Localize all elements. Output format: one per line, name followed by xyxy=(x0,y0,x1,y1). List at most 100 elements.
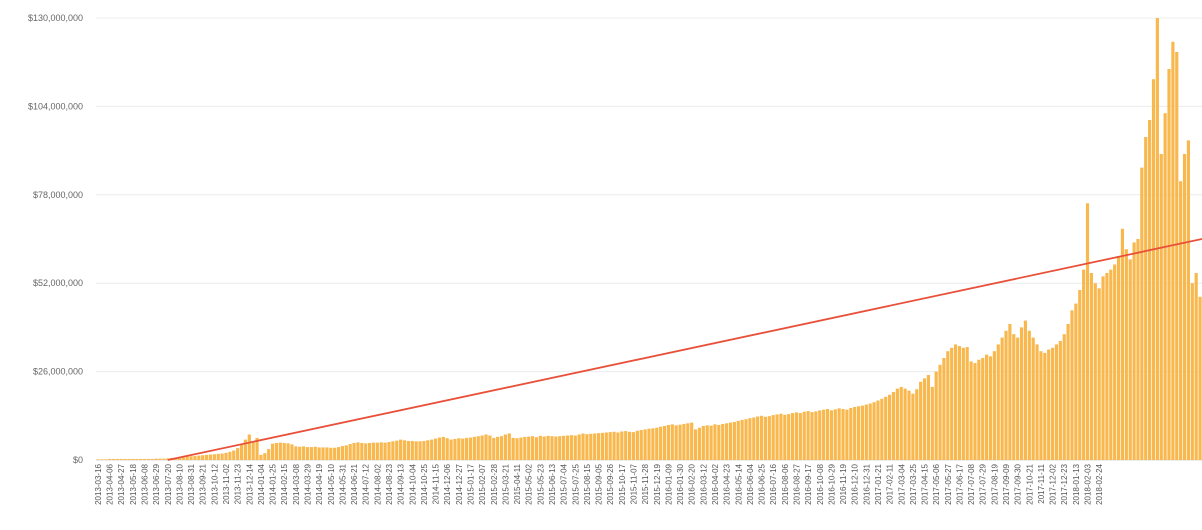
bar xyxy=(499,436,504,460)
bar xyxy=(926,375,930,460)
x-tick-label: 2013-11-02 xyxy=(222,463,231,504)
x-tick-label: 2015-01-17 xyxy=(466,463,475,504)
bar xyxy=(534,437,539,460)
bar xyxy=(104,459,108,460)
bar xyxy=(969,361,973,460)
bar xyxy=(756,416,760,460)
bar xyxy=(1070,310,1074,460)
bar xyxy=(957,346,962,460)
bar xyxy=(1012,334,1016,460)
bar xyxy=(309,447,313,460)
bar xyxy=(678,424,682,460)
bar xyxy=(814,411,818,460)
bar xyxy=(1023,320,1028,460)
bar xyxy=(798,413,802,460)
bar xyxy=(872,402,876,460)
bar xyxy=(810,412,814,460)
bar xyxy=(1109,269,1113,460)
bar xyxy=(375,442,379,460)
bar xyxy=(818,410,822,460)
x-tick-label: 2013-03-16 xyxy=(94,463,103,504)
bar xyxy=(379,442,383,460)
bar xyxy=(468,437,473,460)
bar xyxy=(1179,181,1183,460)
x-tick-label: 2013-04-06 xyxy=(106,463,115,504)
x-tick-label: 2013-05-18 xyxy=(129,463,138,504)
x-axis: 2013-03-16 2013-04-06 2013-04-27 2013-05-18… xyxy=(94,463,1104,504)
bar xyxy=(1182,154,1187,460)
bar xyxy=(399,439,403,460)
bar xyxy=(806,411,810,460)
x-tick-label: 2016-03-12 xyxy=(699,463,708,504)
bar xyxy=(981,358,985,460)
bar xyxy=(1144,137,1148,460)
bar xyxy=(511,437,515,460)
x-tick-label: 2018-02-03 xyxy=(1084,463,1093,504)
bar xyxy=(938,364,942,460)
bar xyxy=(1113,264,1117,460)
x-tick-label: 2013-08-31 xyxy=(187,463,196,504)
bar xyxy=(1105,273,1109,460)
bar xyxy=(888,394,892,460)
bar xyxy=(395,440,399,460)
x-tick-label: 2016-07-16 xyxy=(769,463,778,504)
bar xyxy=(732,421,736,460)
bar xyxy=(728,422,733,460)
bar xyxy=(1062,334,1066,460)
bar xyxy=(236,448,240,460)
x-tick-label: 2015-07-04 xyxy=(560,463,569,504)
x-tick-label: 2017-03-04 xyxy=(897,463,906,504)
bar xyxy=(519,437,523,460)
bar xyxy=(437,437,442,460)
x-tick-label: 2015-06-13 xyxy=(548,463,557,504)
bar xyxy=(406,440,410,460)
bar xyxy=(414,441,418,460)
bar xyxy=(864,404,868,460)
bar xyxy=(666,424,670,460)
bar xyxy=(628,431,632,460)
bar xyxy=(189,456,193,460)
bar xyxy=(841,409,845,460)
bar xyxy=(146,458,150,460)
x-tick-label: 2013-08-10 xyxy=(175,463,184,504)
bar xyxy=(457,438,461,460)
x-tick-label: 2017-02-11 xyxy=(886,463,895,504)
bar xyxy=(1194,273,1198,460)
bar xyxy=(197,455,201,460)
bar xyxy=(336,447,341,460)
x-tick-label: 2017-09-30 xyxy=(1014,463,1023,504)
bar xyxy=(779,413,783,460)
bar xyxy=(837,408,841,460)
bar xyxy=(480,435,484,460)
bar xyxy=(205,454,209,460)
bar xyxy=(647,428,651,460)
bar xyxy=(907,390,911,460)
x-tick-label: 2013-09-21 xyxy=(199,463,208,504)
x-tick-label: 2016-01-09 xyxy=(664,463,673,504)
bar xyxy=(201,455,205,460)
x-tick-label: 2017-05-06 xyxy=(932,463,941,504)
x-tick-label: 2017-12-02 xyxy=(1049,463,1058,504)
bar xyxy=(410,440,414,460)
x-tick-label: 2017-08-19 xyxy=(990,463,999,504)
bar xyxy=(208,454,213,460)
bar xyxy=(624,431,628,460)
bar xyxy=(899,386,903,460)
bar xyxy=(686,423,690,460)
bar xyxy=(1097,288,1101,460)
bar xyxy=(659,426,663,460)
bar xyxy=(542,436,546,460)
bar xyxy=(759,415,764,460)
bar xyxy=(1078,290,1082,460)
bar xyxy=(593,433,597,460)
bar xyxy=(763,416,768,460)
bar xyxy=(996,344,1000,460)
bars xyxy=(96,18,1202,461)
bar xyxy=(833,409,837,460)
bar xyxy=(1031,337,1035,460)
x-tick-label: 2016-12-10 xyxy=(851,463,860,504)
bar xyxy=(589,433,593,460)
bar xyxy=(600,432,605,460)
bar xyxy=(919,381,923,460)
